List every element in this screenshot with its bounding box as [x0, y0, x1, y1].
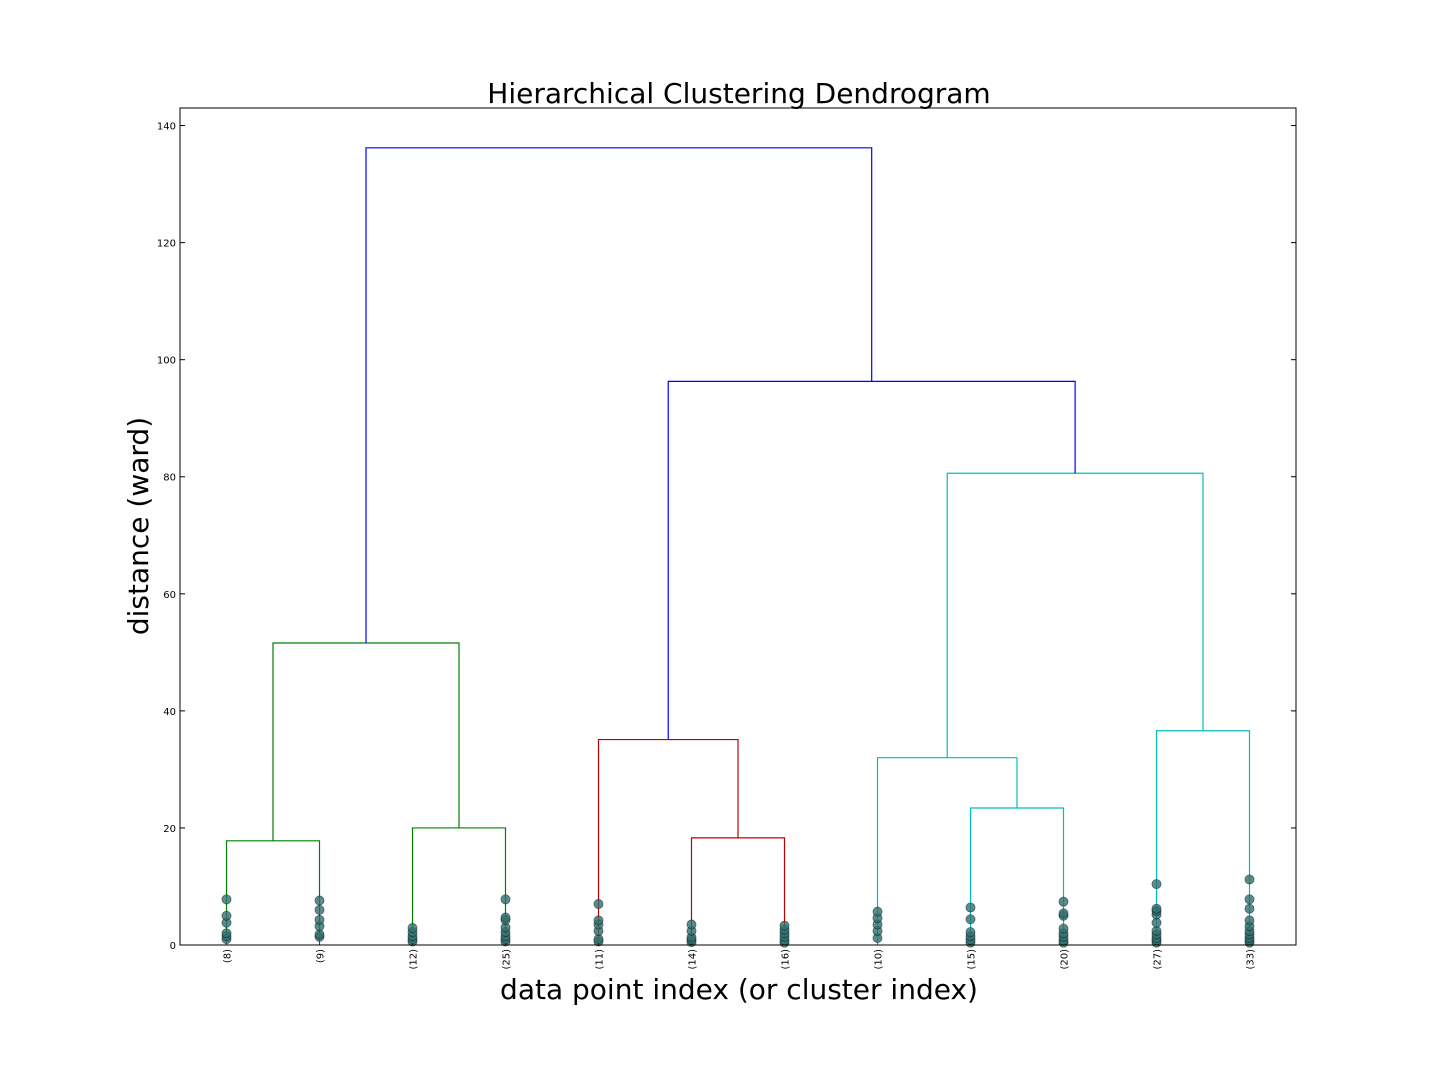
leaf-point-marker — [686, 919, 697, 930]
leaf-point-marker — [314, 904, 325, 915]
leaf-point-marker — [965, 902, 976, 913]
leaf-point-marker — [1244, 894, 1255, 905]
leaf-point-marker — [500, 912, 511, 923]
x-tick-label: (8) — [223, 949, 234, 963]
x-tick-label: (16) — [781, 949, 792, 970]
dendrogram-link — [272, 642, 460, 841]
leaf-point-marker — [314, 914, 325, 925]
leaf-point-marker — [221, 894, 232, 905]
x-axis-label: data point index (or cluster index) — [500, 973, 978, 1006]
leaf-point-marker — [221, 928, 232, 939]
leaf-point-marker — [1058, 923, 1069, 934]
dendrogram-link — [225, 840, 321, 945]
leaf-point-marker — [1244, 915, 1255, 926]
dendrogram-link — [597, 738, 739, 945]
y-axis-label: distance (ward) — [122, 417, 155, 635]
leaf-point-marker — [1151, 879, 1162, 890]
links-layer — [225, 147, 1251, 945]
dendrogram-link — [690, 837, 786, 945]
leaf-point-marker — [1151, 903, 1162, 914]
leaf-point-marker — [593, 915, 604, 926]
y-tick-label: 0 — [170, 941, 176, 952]
y-tick-label: 20 — [163, 824, 176, 835]
dendrogram-link — [411, 827, 507, 945]
leaf-point-marker — [593, 899, 604, 910]
x-tick-label: (27) — [1153, 949, 1164, 970]
leaf-point-marker — [872, 906, 883, 917]
leaf-point-marker — [500, 894, 511, 905]
dendrogram-link — [1155, 730, 1251, 945]
dendrogram-link — [365, 147, 873, 643]
dendrogram-link — [969, 807, 1065, 945]
markers-layer — [221, 874, 1255, 948]
plot-frame — [179, 107, 1297, 946]
leaf-point-marker — [1058, 896, 1069, 907]
leaf-point-marker — [1058, 908, 1069, 919]
leaf-point-marker — [779, 920, 790, 931]
leaf-point-marker — [965, 927, 976, 938]
axes-layer: 0 20 40 60 80 100 120 140 (8) (9) (12) (25) (11) (14)… — [157, 107, 1297, 970]
x-tick-label: (12) — [409, 949, 420, 970]
y-tick-label: 140 — [157, 122, 176, 133]
leaf-point-marker — [965, 914, 976, 925]
x-tick-label: (10) — [874, 949, 885, 970]
x-tick-label: (9) — [316, 949, 327, 963]
y-tick-label: 100 — [157, 356, 176, 367]
x-tick-label: (11) — [595, 949, 606, 970]
x-tick-label: (14) — [688, 949, 699, 970]
leaf-point-marker — [1244, 874, 1255, 885]
leaf-point-marker — [314, 895, 325, 906]
x-tick-label: (33) — [1246, 949, 1257, 970]
dendrogram-link — [667, 380, 1076, 740]
y-tick-label: 120 — [157, 239, 176, 250]
leaf-point-marker — [1244, 903, 1255, 914]
dendrogram-link — [946, 472, 1204, 758]
chart-title: Hierarchical Clustering Dendrogram — [487, 77, 990, 110]
leaf-point-marker — [407, 923, 418, 934]
leaf-point-marker — [221, 910, 232, 921]
x-tick-label: (25) — [502, 949, 513, 970]
x-tick-label: (15) — [967, 949, 978, 970]
x-tick-label: (20) — [1060, 949, 1071, 970]
y-tick-label: 80 — [163, 473, 176, 484]
dendrogram-link — [876, 757, 1018, 945]
y-tick-label: 60 — [163, 590, 176, 601]
y-tick-label: 40 — [163, 707, 176, 718]
